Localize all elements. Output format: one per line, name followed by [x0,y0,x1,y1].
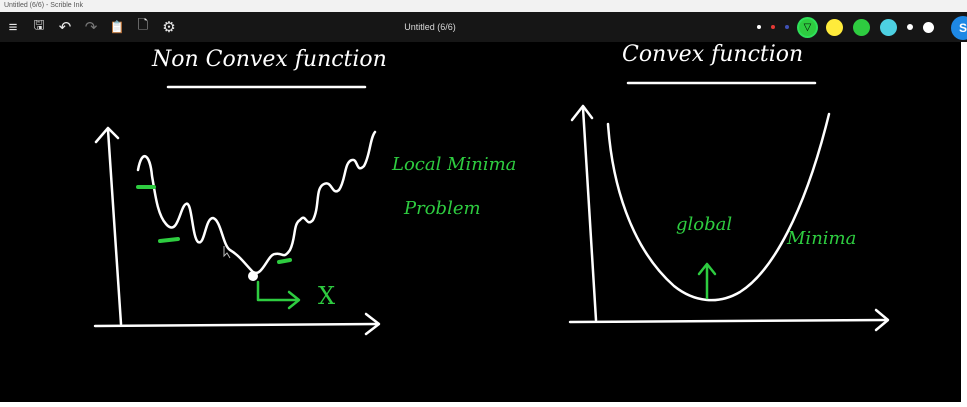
new-page-icon[interactable]: 🗋 [137,17,149,32]
color-swatch-blue[interactable] [785,25,789,29]
right-title: Convex function [622,42,803,67]
left-title: Non Convex function [151,47,387,72]
color-swatch-yellow[interactable] [826,18,843,36]
save-icon[interactable]: 🖫 [33,17,45,32]
minima-label: Minima [786,228,856,249]
cursor-icon [223,246,231,259]
local-minima-label: Local Minima [391,154,516,175]
convex-curve [606,112,831,302]
non-convex-curve [136,130,377,275]
redo-icon[interactable]: ↷ [84,19,98,36]
color-swatch-white-small[interactable] [757,25,761,29]
window-edge [961,42,967,402]
x-marker-label: X [318,282,335,310]
x-pointer-arrow [256,280,300,302]
right-x-arrow [874,308,890,332]
right-x-axis [568,318,889,324]
right-y-arrow [570,104,594,122]
window-title: Untitled (6/6) - Scrible Ink [4,2,83,9]
global-minimum-point-left [248,271,258,281]
right-y-axis [581,106,598,322]
left-y-axis [106,128,123,326]
left-y-arrow [94,126,120,144]
color-swatch-red[interactable] [771,25,775,29]
global-minimum-arrowhead [697,262,717,276]
highlighter-icon: ▽ [803,21,812,33]
ink-drawing: Non Convex function Convex function Loca… [93,42,890,336]
window-titlebar: Untitled (6/6) - Scrible Ink [0,0,967,12]
color-palette: ▽ [752,12,939,42]
color-swatch-green[interactable] [853,18,870,36]
color-swatch-cyan[interactable] [880,18,897,36]
toolbar: ≡ 🖫 ↶ ↷ 📋 🗋 ⚙ Untitled (6/6) ▽ S [0,12,967,42]
settings-icon[interactable]: ⚙ [162,19,176,36]
color-swatch-white[interactable] [907,24,913,30]
local-minimum-marker-2 [158,237,180,243]
color-swatch-white-large[interactable] [923,21,934,33]
left-x-axis [93,322,380,328]
user-avatar[interactable]: S [951,16,967,40]
drawing-canvas[interactable]: Non Convex function Convex function Loca… [0,42,961,402]
left-x-arrow [364,312,381,336]
local-minimum-marker-3 [277,258,292,264]
x-pointer-arrowhead [287,290,301,310]
menu-icon[interactable]: ≡ [8,18,18,36]
color-swatch-green-selected[interactable]: ▽ [799,18,816,36]
problem-label: Problem [403,198,481,219]
undo-icon[interactable]: ↶ [58,19,72,36]
clipboard-icon[interactable]: 📋 [109,20,125,34]
global-label: global [676,214,732,235]
